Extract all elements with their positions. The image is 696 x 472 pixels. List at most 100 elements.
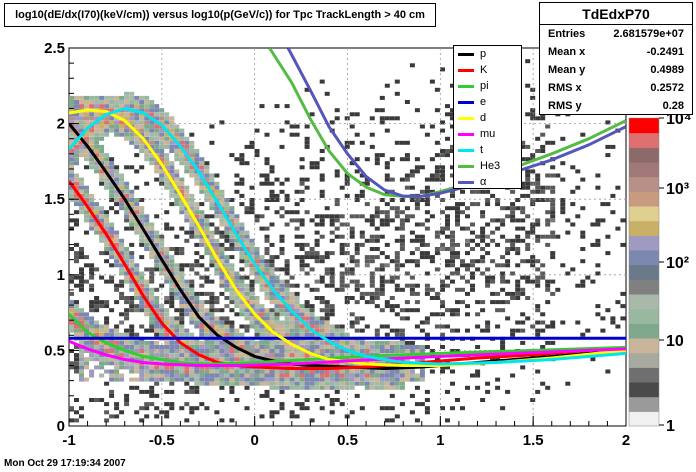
heatmap-cell <box>500 218 506 223</box>
heatmap-cell <box>289 312 295 317</box>
heatmap-cell <box>349 267 355 272</box>
heatmap-cell <box>530 398 536 402</box>
heatmap-cell <box>179 153 185 158</box>
heatmap-cell <box>254 377 260 382</box>
heatmap-cell <box>74 210 79 215</box>
heatmap-cell <box>179 328 185 333</box>
heatmap-cell <box>114 357 120 362</box>
heatmap-cell <box>199 349 205 353</box>
heatmap-cell <box>389 418 395 423</box>
heatmap-cell <box>434 169 440 174</box>
stats-label: RMS x <box>548 82 582 94</box>
heatmap-cell <box>284 385 290 390</box>
heatmap-cell <box>114 100 120 104</box>
heatmap-cell <box>224 328 230 333</box>
colorbar-label: 1 <box>666 418 675 435</box>
heatmap-cell <box>244 324 250 329</box>
heatmap-cell <box>109 104 115 109</box>
heatmap-cell <box>269 373 275 378</box>
heatmap-cell <box>354 377 360 382</box>
heatmap-cell <box>199 320 205 325</box>
heatmap-cell <box>404 349 410 353</box>
heatmap-cell <box>124 259 130 264</box>
heatmap-cell <box>239 247 245 251</box>
heatmap-cell <box>414 349 420 353</box>
heatmap-cell <box>399 218 405 223</box>
heatmap-cell <box>535 181 541 186</box>
heatmap-cell <box>249 291 255 296</box>
heatmap-cell <box>219 349 225 353</box>
heatmap-cell <box>324 377 330 382</box>
heatmap-cell <box>404 206 410 211</box>
heatmap-cell <box>399 242 405 247</box>
heatmap-cell <box>394 255 400 260</box>
heatmap-cell <box>199 242 205 247</box>
heatmap-cell <box>274 267 280 272</box>
heatmap-cell <box>374 267 380 272</box>
heatmap-cell <box>399 340 405 345</box>
heatmap-cell <box>364 349 370 353</box>
heatmap-cell <box>194 177 200 182</box>
heatmap-cell <box>94 324 100 329</box>
heatmap-cell <box>374 255 380 260</box>
heatmap-cell <box>329 410 335 415</box>
heatmap-cell <box>399 349 405 353</box>
heatmap-cell <box>79 247 84 251</box>
heatmap-cell <box>304 353 310 358</box>
heatmap-cell <box>164 136 170 141</box>
heatmap-cell <box>424 177 430 182</box>
heatmap-cell <box>119 279 125 284</box>
heatmap-cell <box>304 381 310 386</box>
heatmap-cell <box>329 349 335 353</box>
heatmap-cell <box>269 316 275 321</box>
heatmap-cell <box>224 210 230 215</box>
heatmap-cell <box>249 279 255 284</box>
heatmap-cell <box>169 369 175 374</box>
heatmap-cell <box>144 157 150 162</box>
heatmap-cell <box>84 149 89 153</box>
heatmap-cell <box>429 349 435 353</box>
heatmap-cell <box>179 177 185 182</box>
heatmap-cell <box>214 242 220 247</box>
heatmap-cell <box>550 210 556 215</box>
heatmap-cell <box>460 263 465 268</box>
heatmap-cell <box>249 144 255 149</box>
heatmap-cell <box>550 214 556 219</box>
heatmap-cell <box>159 283 165 288</box>
heatmap-cell <box>379 406 385 411</box>
heatmap-cell <box>74 100 79 104</box>
heatmap-cell <box>204 345 210 349</box>
heatmap-cell <box>169 263 175 268</box>
heatmap-cell <box>354 251 360 256</box>
heatmap-cell <box>369 116 375 121</box>
heatmap-cell <box>284 287 290 292</box>
heatmap-cell <box>384 377 390 382</box>
heatmap-cell <box>134 304 140 309</box>
heatmap-cell <box>329 230 335 235</box>
heatmap-cell <box>440 332 445 337</box>
heatmap-cell <box>525 181 531 186</box>
heatmap-cell <box>399 385 405 390</box>
heatmap-cell <box>259 259 265 264</box>
heatmap-cell <box>304 263 310 268</box>
heatmap-cell <box>184 418 190 423</box>
heatmap-cell <box>99 234 105 239</box>
heatmap-cell <box>384 161 390 166</box>
heatmap-cell <box>214 296 220 300</box>
heatmap-cell <box>404 373 410 378</box>
heatmap-cell <box>214 214 220 219</box>
heatmap-cell <box>379 210 385 215</box>
heatmap-cell <box>264 283 270 288</box>
heatmap-cell <box>450 189 455 194</box>
heatmap-cell <box>404 377 410 382</box>
heatmap-cell <box>114 202 120 207</box>
heatmap-cell <box>74 418 79 423</box>
heatmap-cell <box>284 263 290 268</box>
heatmap-cell <box>109 226 115 231</box>
heatmap-cell <box>465 242 470 247</box>
heatmap-cell <box>364 345 370 349</box>
heatmap-cell <box>304 308 310 313</box>
heatmap-cell <box>354 259 360 264</box>
heatmap-cell <box>324 320 330 325</box>
heatmap-cell <box>144 340 150 345</box>
